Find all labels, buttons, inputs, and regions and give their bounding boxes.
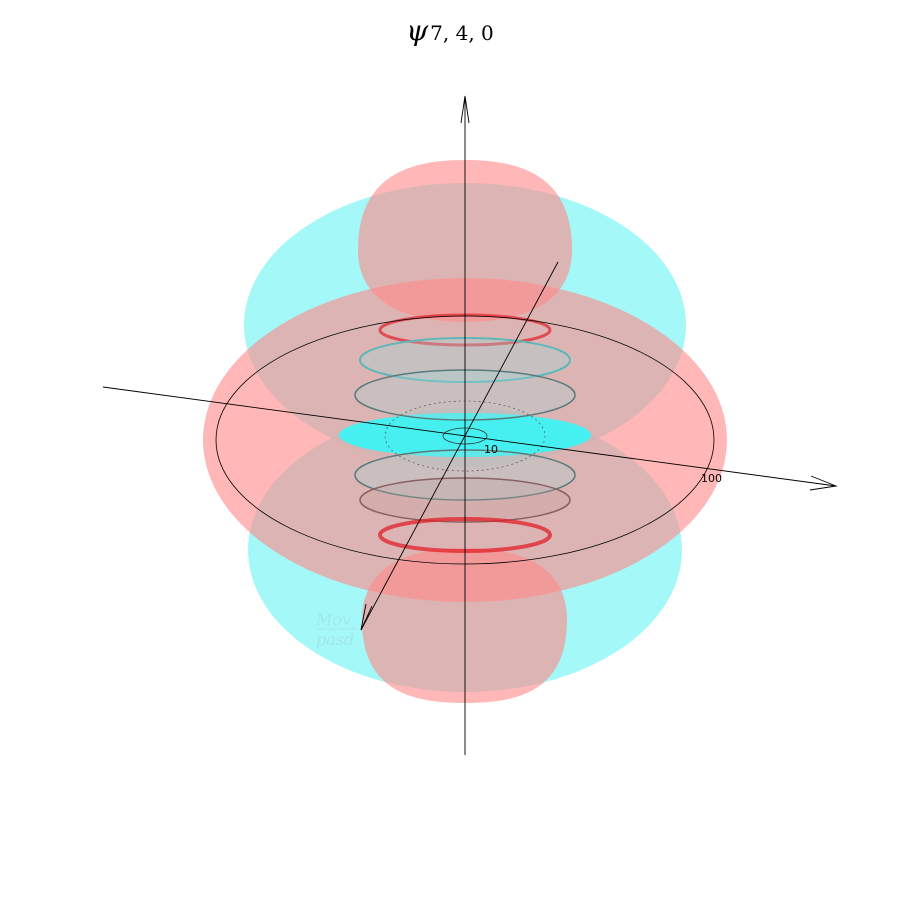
title-symbol: ψ <box>406 14 429 47</box>
x-axis-arrowhead <box>809 475 838 491</box>
tick-label-100: 100 <box>701 472 722 485</box>
plot-title: ψ 7, 4, 0 <box>406 14 494 47</box>
axes <box>102 95 838 755</box>
z-axis-arrowhead <box>460 95 470 124</box>
watermark-line-2: pasd <box>316 630 354 649</box>
title-subscript: 7, 4, 0 <box>430 21 494 45</box>
watermark-line-1: Mov <box>315 610 351 629</box>
x-axis <box>102 386 837 487</box>
y-axis <box>360 261 559 631</box>
tick-label-10: 10 <box>484 443 498 456</box>
y-axis-arrowhead <box>360 603 373 631</box>
